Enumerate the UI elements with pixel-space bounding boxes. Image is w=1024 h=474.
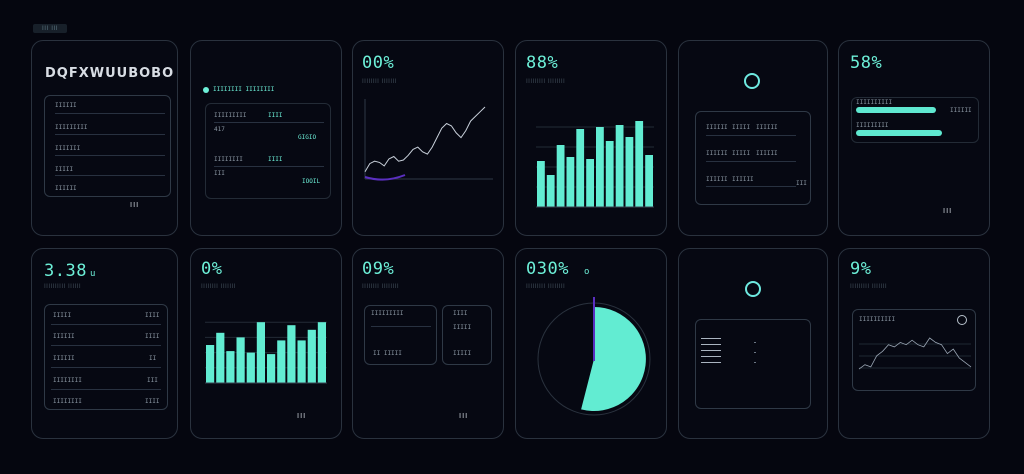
series-highlight (364, 174, 406, 181)
bar (605, 141, 614, 207)
progress-bar (856, 107, 936, 113)
metric-value: 58% (850, 53, 883, 73)
card-menu-dots[interactable]: III (297, 412, 307, 420)
bar (556, 145, 565, 207)
line-panel: IIIIIIIIII (852, 309, 976, 391)
summary-table: IIIII IIII IIIIII IIII IIIIII II IIIIIII… (44, 304, 168, 410)
bar (277, 340, 286, 383)
metric-value: 030% (526, 259, 569, 279)
card-status[interactable]: IIIIII IIIII IIIIII IIIIII IIIII IIIIII … (678, 40, 828, 236)
metric-subtitle: IIIIIIIIII IIIIII (44, 283, 82, 290)
bar (216, 332, 225, 383)
metric-subtitle: IIIIIIIII IIIIIIII (526, 283, 566, 290)
bar (267, 354, 276, 383)
metric-value: 09% (362, 259, 395, 279)
card-menu-dots[interactable]: III (943, 207, 953, 215)
bar (625, 137, 634, 207)
metric-subtitle: IIIIIIIII IIIIIIII (526, 78, 566, 85)
progress-bar (856, 130, 942, 136)
bar (566, 157, 575, 207)
list-item: IIIIIII (55, 145, 81, 152)
metric-value: 88% (526, 53, 559, 73)
status-dot-icon (203, 87, 209, 93)
card-bar-chart[interactable]: 88% IIIIIIIII IIIIIIII (515, 40, 667, 236)
settings-gear-icon[interactable] (957, 315, 967, 325)
line-chart (858, 337, 972, 370)
bar (615, 125, 624, 207)
bar (226, 351, 235, 383)
metric-value: 3.38 (44, 261, 87, 281)
details-title: IIIIIIII IIIIIIII (213, 86, 275, 93)
metric-subtitle: IIIIIIII IIIIIIII (362, 283, 400, 290)
bar (635, 121, 644, 207)
metric-subtitle: IIIIIIII IIIIIII (201, 283, 236, 290)
metric-subtitle: IIIIIIIII IIIIIII (850, 283, 888, 290)
bar-chart (536, 121, 654, 208)
list-item: IIIIII (55, 185, 77, 192)
bar-chart (205, 321, 327, 384)
metric-unit: u (90, 269, 96, 279)
card-menu-dots[interactable]: III (130, 201, 140, 209)
metric-value: 0% (201, 259, 223, 279)
card-line-panel[interactable]: 9% IIIIIIIII IIIIIII IIIIIIIIII (838, 248, 990, 439)
card-pie[interactable]: 030% o IIIIIIIII IIIIIIII (515, 248, 667, 439)
card-overview[interactable]: DQFXWUUBOBO IIIIII IIIIIIIII IIIIIII III… (31, 40, 178, 236)
metric-unit: o (584, 267, 590, 277)
status-ring-icon (744, 73, 760, 89)
bar (645, 155, 653, 207)
progress-panel: IIIIIIIIII IIIIIIIII IIIIII (851, 97, 979, 143)
bar (287, 325, 296, 383)
bar (596, 127, 604, 207)
bar (317, 322, 326, 383)
header-tag: III III (33, 24, 67, 33)
card-list-panel[interactable] (678, 248, 828, 439)
trend-line-chart (364, 99, 493, 181)
series-line (858, 337, 972, 370)
bar (297, 340, 306, 383)
compare-left-panel: IIIIIIIII II IIIII (364, 305, 437, 365)
bar (236, 337, 245, 383)
card-summary[interactable]: 3.38 u IIIIIIIIII IIIIII IIIII IIII IIII… (31, 248, 178, 439)
bar (546, 175, 555, 207)
overview-list: IIIIII IIIIIIIII IIIIIII IIIII IIIIII (44, 95, 171, 197)
bar (586, 159, 594, 207)
metric-value: 00% (362, 53, 395, 73)
list-item: IIIIII (55, 102, 77, 109)
bar (537, 161, 545, 207)
card-trend-line[interactable]: 00% IIIIIIII IIIIIII (352, 40, 504, 236)
card-compare[interactable]: 09% IIIIIIII IIIIIIII IIIIIIIII II IIIII… (352, 248, 504, 439)
panel-title: IIIIIIIIII (859, 316, 896, 323)
status-table: IIIIII IIIII IIIIII IIIIII IIIII IIIIII … (695, 111, 811, 205)
card-bar-chart-2[interactable]: 0% IIIIIIII IIIIIII III (190, 248, 342, 439)
compare-right-panel: IIII IIIII IIIII (442, 305, 492, 365)
metric-subtitle: IIIIIIII IIIIIII (362, 78, 397, 85)
bar (576, 129, 585, 207)
status-ring-icon (745, 281, 761, 297)
bar (206, 345, 215, 383)
list-item: IIIIIIIII (55, 124, 88, 131)
card-title: DQFXWUUBOBO (45, 66, 175, 81)
pie-slice (581, 307, 646, 411)
pie-chart (537, 297, 651, 416)
bar (246, 352, 255, 383)
list-item: IIIII (55, 166, 74, 173)
card-details[interactable]: IIIIIIII IIIIIIII IIIIIIIII IIII 417 GIG… (190, 40, 342, 236)
card-progress[interactable]: 58% IIIIIIIIII IIIIIIIII IIIIII III (838, 40, 990, 236)
card-menu-dots[interactable]: III (459, 412, 469, 420)
bar (256, 322, 265, 383)
details-panel: IIIIIIIII IIII 417 GIGIO IIIIIIII IIII I… (205, 103, 331, 199)
series-line (364, 106, 486, 173)
bar (307, 329, 316, 383)
metric-value: 9% (850, 259, 872, 279)
list-panel (695, 319, 811, 409)
